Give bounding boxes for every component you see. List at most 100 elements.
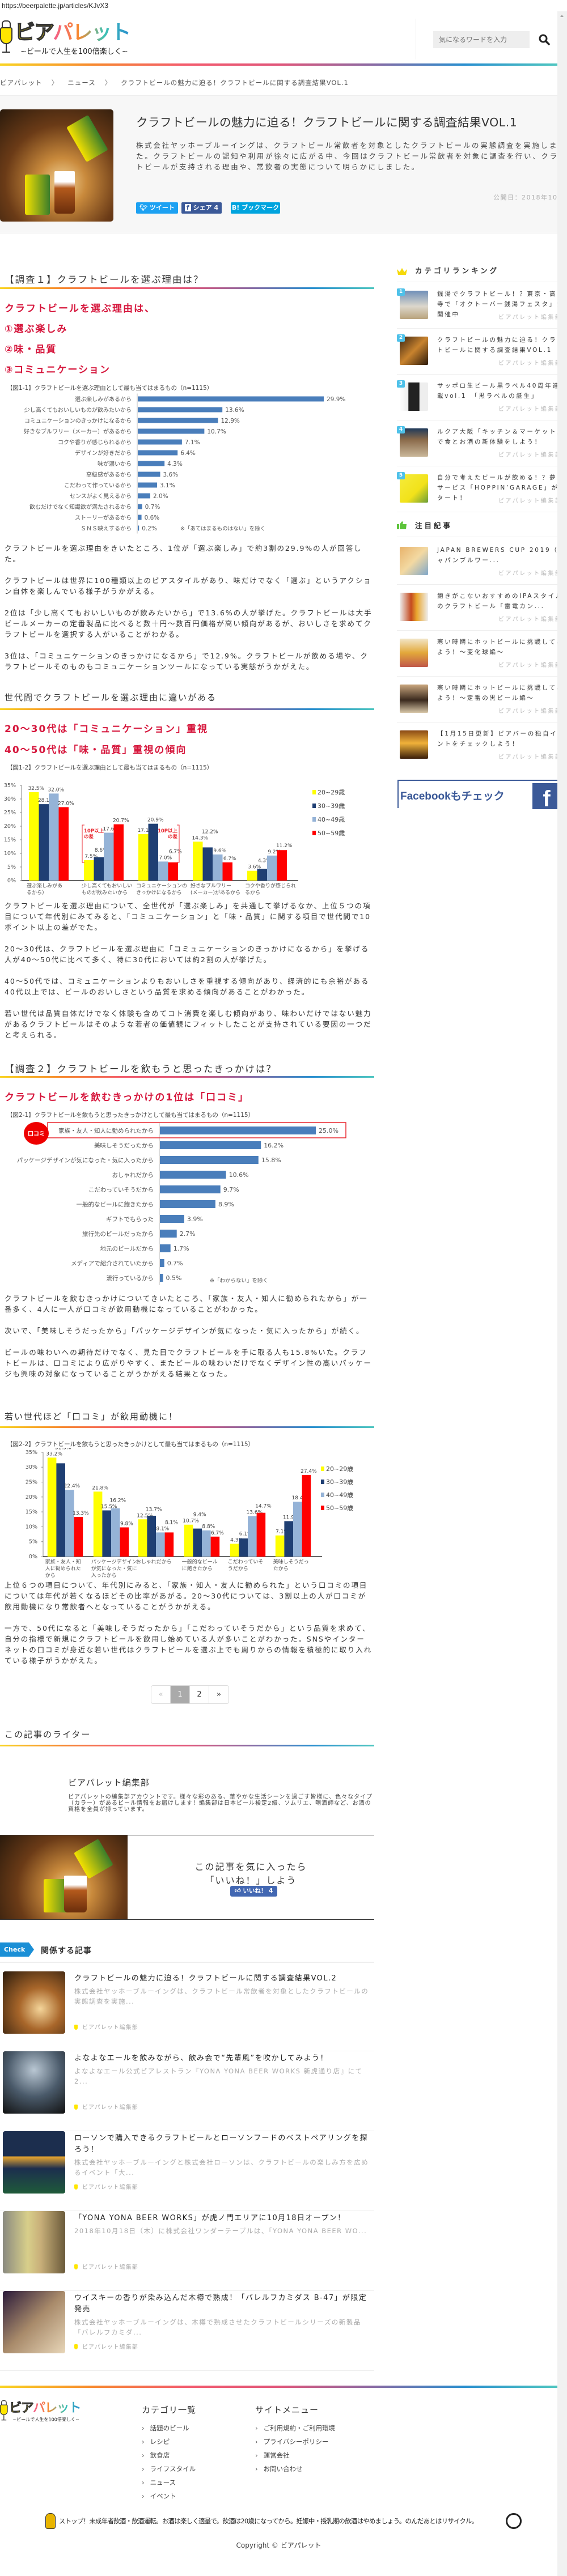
site-logo[interactable]: ビアパレット ~ビールで人生を100倍楽しく~ (0, 20, 131, 56)
y-tick-label: 20% (4, 823, 16, 830)
category-label: 選ぶ楽しみがあるから (75, 396, 132, 403)
bar-50~59歳 (74, 1517, 83, 1557)
featured-thumbnail[interactable] (400, 593, 428, 621)
facebook-share-button[interactable]: f シェア 4 (181, 202, 222, 214)
category-label: 少し高くてもおいしいものが飲みたいから (24, 406, 132, 414)
related-article-title[interactable]: クラフトビールの魅力に迫る！クラフトビールに関する調査結果VOL.2 (74, 1974, 337, 1983)
bar-40~49歳 (104, 832, 114, 881)
featured-thumbnail[interactable] (400, 639, 428, 667)
bar-40~49歳 (267, 855, 277, 881)
related-article[interactable]: ローソンで購入できるクラフトビールとローソンフードのベストペアリングを探ろう！ 株… (0, 2131, 374, 2211)
value-label: 11.2% (276, 843, 293, 849)
chart-annotation-left: 10P以上の差 (84, 828, 104, 840)
footer-category-link-label: イベント (150, 2492, 176, 2500)
related-article[interactable]: よなよなエールを飲みながら、飲み会で“先輩風”を吹かしてみよう！ よなよなエール公… (0, 2051, 374, 2131)
facebook-like-button[interactable]: 👍︎ いいね！ 4 (230, 1886, 277, 1897)
author-name: ビアパレット編集部 (82, 2264, 138, 2271)
footer-logo[interactable]: ビアパレット ~ビールで人生を100倍楽しく~ (0, 2400, 81, 2422)
related-thumbnail[interactable] (3, 2131, 65, 2194)
featured-item-title[interactable]: 飽きがこないおすすめのIPAスタイルのクラフトビール「雷電カン... (437, 593, 564, 610)
ranking-item[interactable]: 3 サッポロ生ビール黒ラベル40周年連載vol.1 「黒ラベルの誕生」 ビアパレット… (397, 380, 567, 428)
breadcrumb-home[interactable]: ビアパレット (0, 79, 43, 87)
search-icon[interactable] (539, 34, 550, 45)
related-thumbnail[interactable] (3, 1971, 65, 2034)
featured-thumbnail[interactable] (400, 685, 428, 713)
related-article-title[interactable]: ローソンで購入できるクラフトビールとローソンフードのベストペアリングを探ろう！ (74, 2134, 369, 2154)
ranking-item[interactable]: 4 ルクア大阪「キッチン＆マーケット」で食とお酒の新体験をしよう！ ビアパレット編集… (397, 426, 567, 474)
footer-category-link-label: 話題のビール (150, 2424, 189, 2432)
pagination-page[interactable]: 2 (190, 1686, 209, 1703)
footer-category-link[interactable]: › レシピ (142, 2435, 196, 2449)
related-article[interactable]: クラフトビールの魅力に迫る！クラフトビールに関する調査結果VOL.2 株式会社ヤッ… (0, 1971, 374, 2051)
tweet-button[interactable]: 🐦︎ ツイート (136, 202, 178, 214)
featured-item[interactable]: 寒い時期にホットビールに挑戦してみよう！～定番の黒ビール編～ ビアパレット編集部 (400, 685, 567, 730)
related-article[interactable]: 「YONA YONA BEER WORKS」が虎ノ門エリアに10月18日オープン… (0, 2211, 374, 2291)
footer-menu-link[interactable]: › プライバシーポリシー (255, 2435, 335, 2449)
featured-item[interactable]: 寒い時期にホットビールに挑戦してみよう！～変化球編～ ビアパレット編集部 (400, 639, 567, 685)
footer-menu-link[interactable]: › ご利用規約・ご利用環境 (255, 2421, 335, 2435)
related-thumbnail[interactable] (3, 2051, 65, 2114)
featured-item-title[interactable]: 【1月15日更新】ビアバーの独自イベントをチェックしよう！ (437, 730, 565, 747)
kuchikomi-badge (24, 1122, 49, 1145)
featured-item[interactable]: JAPAN BREWERS CUP 2019（ジャパンブルワー... ビアパレット… (400, 547, 567, 593)
related-article[interactable]: ウイスキーの香りが染み込んだ木樽で熟成！「バレルフカミダス B-47」が限定発売… (0, 2291, 374, 2371)
ranking-item-title[interactable]: 自分で考えたビールが飲める！？夢のサービス「HOPPIN’GARAGE」がスター… (437, 474, 566, 501)
paragraph: 3位は、「コミュニケーションのきっかけになるから」で12.9%。クラフトビールが… (5, 652, 369, 671)
related-article-title[interactable]: 「YONA YONA BEER WORKS」が虎ノ門エリアに10月18日オープン… (74, 2214, 346, 2222)
pagination-next[interactable]: » (217, 1690, 221, 1699)
category-label: 味が濃いから (98, 460, 132, 467)
bar (138, 525, 139, 531)
bar (138, 482, 158, 488)
legend-label: 20~29歳 (326, 1465, 353, 1473)
featured-item-title[interactable]: 寒い時期にホットビールに挑戦してみよう！～定番の黒ビール編～ (437, 685, 565, 702)
scroll-up-arrow-icon[interactable] (560, 15, 564, 17)
featured-thumbnail[interactable] (400, 730, 428, 759)
ranking-item-title[interactable]: クラフトビールの魅力に迫る！クラフトビールに関する調査結果VOL.1 (437, 337, 565, 354)
pagination-page-current[interactable]: 1 (171, 1686, 190, 1703)
writer-name[interactable]: ビアパレット編集部 (68, 1778, 150, 1788)
chart-annotation-right: 10P以上の差 (157, 828, 177, 840)
breadcrumb-news[interactable]: ニュース (67, 79, 96, 87)
footer-category-link[interactable]: › イベント (142, 2489, 196, 2503)
facebook-banner[interactable]: Facebookもチェック f (397, 780, 567, 811)
ranking-item-title[interactable]: ルクア大阪「キッチン＆マーケット」で食とお酒の新体験をしよう！ (437, 428, 565, 445)
bar-20~29歳 (93, 1491, 103, 1557)
featured-item[interactable]: 【1月15日更新】ビアバーの独自イベントをチェックしよう！ ビアパレット編集部 (400, 730, 567, 776)
featured-item-title[interactable]: JAPAN BREWERS CUP 2019（ジャパンブルワー... (437, 547, 566, 564)
category-label: (メーカー)があるから (191, 889, 240, 896)
footer-category-link[interactable]: › ライフスタイル (142, 2462, 196, 2476)
ranking-item[interactable]: 1 銭湯でクラフトビール！？東京・高円寺で「オクトーバー銭湯フェスタ」が開催中 ビア… (397, 288, 567, 337)
featured-item-title[interactable]: 寒い時期にホットビールに挑戦してみよう！～変化球編～ (437, 639, 565, 656)
bar-30~39歳 (239, 1538, 248, 1557)
ranking-item[interactable]: 5 自分で考えたビールが飲める！？夢のサービス「HOPPIN’GARAGE」がスタ… (397, 472, 567, 520)
featured-thumbnail[interactable] (400, 547, 428, 575)
value-label: 15.5% (101, 1504, 117, 1510)
section2-sub-body: 上位６つの項目について、年代別にみると、「家族・知人・友人に勧められた」という口… (5, 1580, 373, 1677)
page-scrollbar[interactable] (557, 11, 567, 2576)
paragraph: クラフトビールを選ぶ理由について、全世代が「選ぶ楽しみ」を共通して挙げるなか、上… (5, 902, 371, 932)
author-beer-icon (74, 2025, 78, 2030)
footer-category-link[interactable]: › ニュース (142, 2476, 196, 2489)
pagination-prev[interactable]: « (151, 1686, 171, 1703)
related-thumbnail[interactable] (3, 2211, 65, 2273)
heading-underline (0, 1076, 374, 1078)
search-input[interactable] (433, 31, 530, 48)
hatena-bookmark-button[interactable]: B! ブックマーク (231, 202, 280, 214)
bar-30~39歳 (102, 1510, 111, 1557)
y-tick-label: 0% (7, 878, 16, 884)
bar (138, 407, 223, 413)
related-thumbnail[interactable] (3, 2291, 65, 2353)
related-article-title[interactable]: よなよなエールを飲みながら、飲み会で“先輩風”を吹かしてみよう！ (74, 2054, 328, 2063)
footer-category-link[interactable]: › 話題のビール (142, 2421, 196, 2435)
footer-category-link[interactable]: › 飲食店 (142, 2449, 196, 2462)
ranking-item-title[interactable]: サッポロ生ビール黒ラベル40周年連載vol.1 「黒ラベルの誕生」 (437, 382, 560, 399)
related-article-title[interactable]: ウイスキーの香りが染み込んだ木樽で熟成！「バレルフカミダス B-47」が限定発売 (74, 2294, 367, 2314)
footer-menu-link[interactable]: › お問い合わせ (255, 2462, 335, 2476)
footer-category-link-label: ニュース (150, 2479, 176, 2486)
footer-menu-link[interactable]: › 運営会社 (255, 2449, 335, 2462)
featured-item[interactable]: 飽きがこないおすすめのIPAスタイルのクラフトビール「雷電カン... ビアパレット… (400, 593, 567, 639)
featured-item-author: ビアパレット編集部 (496, 752, 562, 760)
ranking-item[interactable]: 2 クラフトビールの魅力に迫る！クラフトビールに関する調査結果VOL.1 ビアパレッ… (397, 334, 567, 382)
address-bar-url[interactable]: https://beerpalette.jp/articles/KJvX3 (2, 2, 109, 10)
ranking-item-title[interactable]: 銭湯でクラフトビール！？東京・高円寺で「オクトーバー銭湯フェスタ」が開催中 (437, 291, 565, 318)
